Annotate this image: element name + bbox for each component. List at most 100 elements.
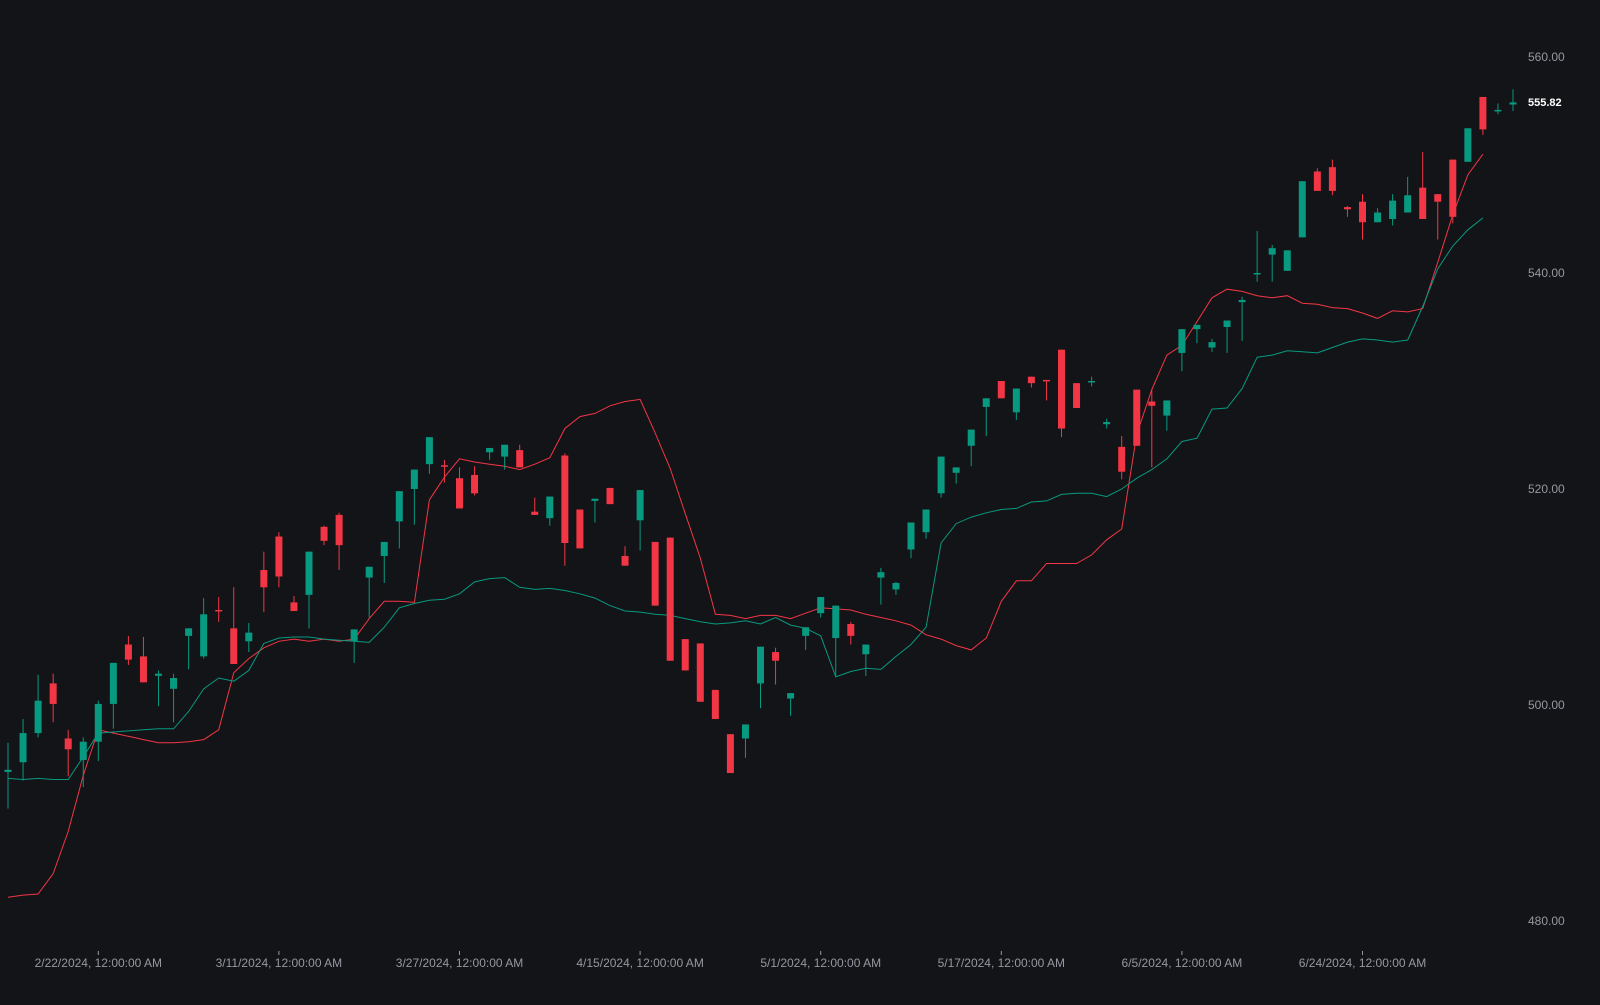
candle-body	[546, 496, 554, 519]
candle-body	[862, 644, 870, 655]
candle	[501, 444, 509, 470]
candle-body	[606, 487, 614, 505]
candle	[139, 636, 147, 683]
candle-body	[516, 450, 524, 468]
candle-body	[757, 646, 764, 684]
candle-body	[1027, 376, 1035, 384]
candle	[305, 551, 313, 629]
candle	[64, 729, 72, 777]
y-tick-label: 540.00	[1528, 266, 1565, 280]
candle	[1479, 96, 1487, 135]
candle-body	[1434, 194, 1442, 202]
indicator-line-2	[7, 217, 1484, 781]
candle	[1494, 103, 1502, 115]
candle	[892, 581, 900, 595]
indicator-line-1	[7, 153, 1484, 898]
candle	[937, 456, 945, 498]
candle-body	[1238, 300, 1246, 303]
candle	[1042, 379, 1050, 401]
candle	[1328, 159, 1336, 196]
candle-body	[726, 734, 734, 774]
candle-body	[1298, 181, 1306, 238]
candle-body	[576, 509, 584, 549]
candle-body	[1419, 187, 1427, 219]
candle	[606, 487, 614, 505]
candle-body	[1449, 159, 1457, 217]
candles	[4, 89, 1517, 809]
candle-body	[19, 733, 27, 763]
candle-body	[79, 741, 87, 761]
candle-body	[365, 566, 373, 578]
candle	[1419, 152, 1427, 219]
candle-body	[109, 662, 117, 704]
candle-body	[847, 624, 855, 636]
x-axis[interactable]: 2/22/2024, 12:00:00 AM 3/11/2024, 12:00:0…	[35, 951, 1427, 970]
x-tick-label: 6/5/2024, 12:00:00 AM	[1122, 956, 1243, 970]
candle-body	[170, 678, 178, 689]
candle	[1449, 159, 1457, 224]
candle-body	[967, 429, 975, 446]
candle-body	[817, 597, 825, 614]
y-tick-label: 500.00	[1528, 698, 1565, 712]
candle	[1238, 296, 1246, 342]
candle-body	[1193, 324, 1201, 330]
candle	[757, 646, 764, 709]
x-tick-label: 5/1/2024, 12:00:00 AM	[760, 956, 881, 970]
candle	[952, 467, 960, 484]
candle	[1073, 383, 1081, 408]
x-tick-label: 3/27/2024, 12:00:00 AM	[396, 956, 523, 970]
candle	[1389, 194, 1397, 226]
candle-body	[772, 652, 780, 661]
candle	[907, 522, 915, 559]
candle-body	[1509, 102, 1517, 105]
candle	[1404, 176, 1412, 213]
candle-body	[501, 444, 509, 457]
candle-body	[802, 627, 810, 636]
candle	[847, 621, 855, 645]
candle-body	[681, 639, 689, 671]
candle-body	[787, 693, 795, 699]
candle	[471, 466, 479, 496]
candle	[922, 509, 930, 539]
candle-body	[124, 644, 132, 660]
candle-body	[1073, 383, 1081, 408]
candle-body	[139, 656, 147, 683]
y-axis[interactable]: 560.00 540.00 520.00 500.00 480.00	[1528, 50, 1565, 928]
candle	[19, 719, 27, 781]
candle	[802, 627, 810, 650]
candle	[1163, 400, 1171, 431]
candle	[365, 566, 373, 618]
candle	[681, 639, 689, 671]
candle-body	[666, 537, 674, 661]
candle	[1012, 388, 1020, 420]
candle	[170, 673, 178, 723]
candle	[456, 467, 463, 509]
candle-body	[230, 628, 238, 664]
candle-body	[260, 570, 268, 588]
candle-body	[1464, 128, 1472, 162]
candle	[335, 512, 343, 570]
candle	[290, 595, 298, 612]
candle	[350, 629, 358, 663]
candle-body	[1148, 401, 1156, 406]
candle	[1103, 418, 1111, 429]
candle	[1283, 250, 1291, 271]
candle	[155, 670, 162, 707]
candle-body	[1012, 388, 1020, 413]
candle	[726, 734, 734, 774]
candle-body	[1283, 250, 1291, 271]
candle	[320, 525, 328, 546]
candle	[395, 491, 403, 549]
candle-body	[49, 683, 57, 704]
candle	[591, 498, 599, 523]
candle-body	[1223, 320, 1231, 327]
candle-body	[456, 478, 463, 509]
candle	[741, 724, 749, 758]
candle	[1088, 376, 1096, 387]
candle-body	[350, 629, 358, 642]
candle	[787, 693, 795, 716]
candle	[1178, 329, 1186, 372]
candle-body	[711, 689, 719, 720]
